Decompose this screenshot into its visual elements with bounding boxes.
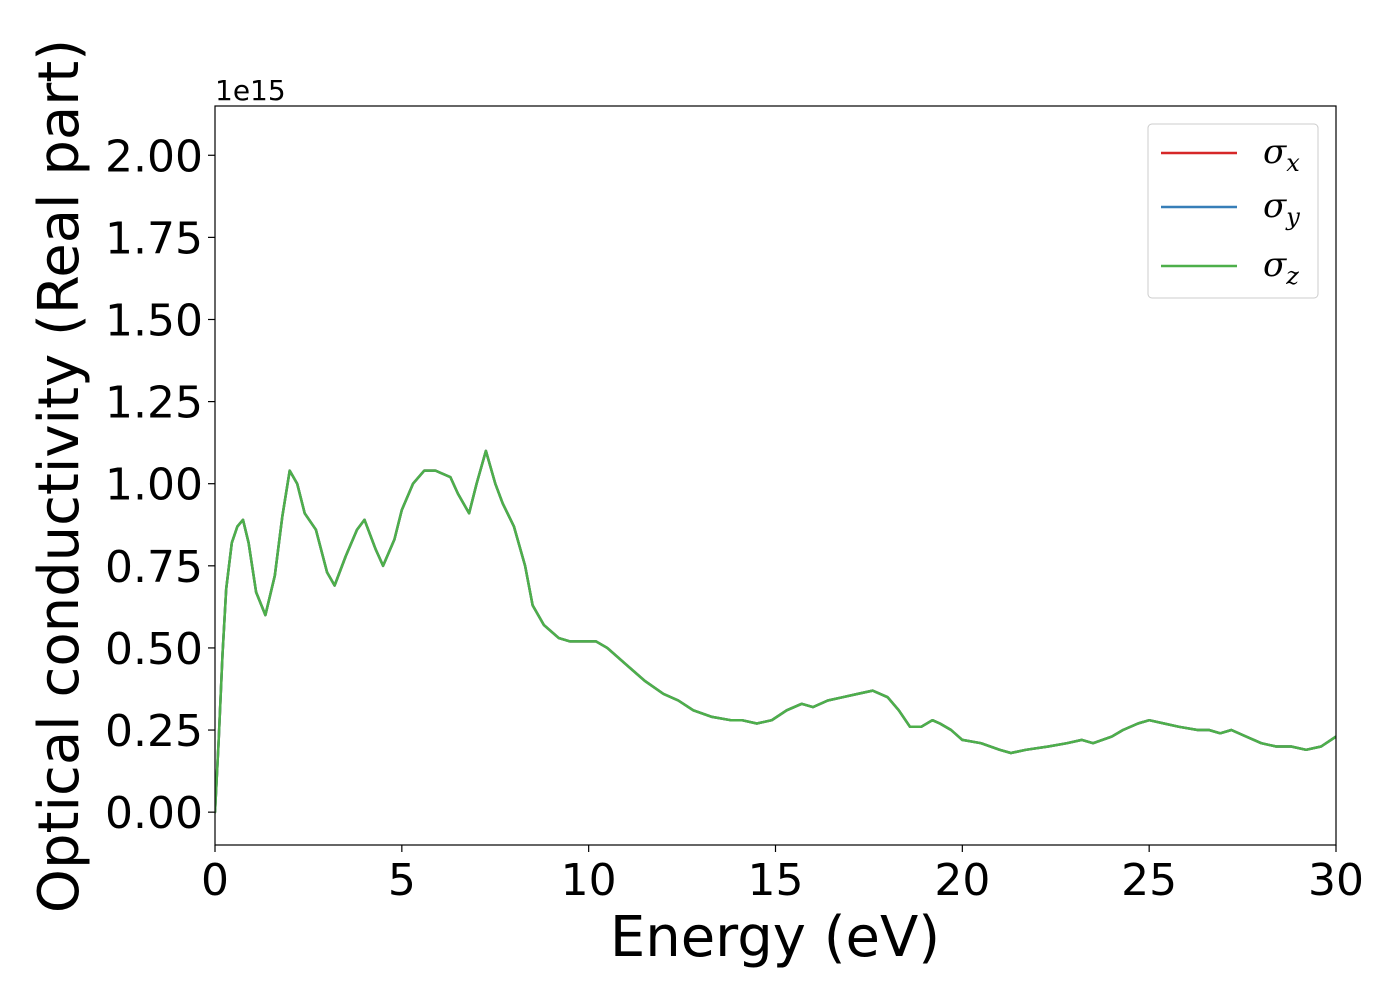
y-tick-label: 2.00: [105, 131, 203, 182]
legend: σx σy σz: [1147, 123, 1319, 299]
x-tick-label: 5: [388, 855, 416, 906]
y-tick-label: 1.75: [105, 213, 203, 264]
y-tick-label: 0.50: [105, 624, 203, 675]
x-tick-label: 25: [1121, 855, 1177, 906]
y-tick-label: 0.25: [105, 706, 203, 757]
x-axis-title: Energy (eV): [610, 905, 940, 970]
x-tick-label: 10: [561, 855, 617, 906]
series-line-y: [215, 449, 1336, 814]
legend-label-y: σy: [1263, 186, 1300, 231]
y-tick-label: 0.75: [105, 542, 203, 593]
y-offset-text: 1e15: [215, 74, 286, 107]
y-tick-label: 1.50: [105, 295, 203, 346]
x-tick-label: 0: [201, 855, 229, 906]
x-axis: 0 5 10 15 20 25 30: [201, 845, 1364, 906]
y-axis-title: Optical conductivity (Real part): [27, 39, 92, 913]
legend-box: [1147, 123, 1319, 299]
x-tick-label: 20: [934, 855, 990, 906]
y-axis: 0.00 0.25 0.50 0.75 1.00 1.25 1.50 1.75 2.00: [105, 131, 215, 839]
x-tick-label: 15: [748, 855, 804, 906]
x-tick-label: 30: [1308, 855, 1364, 906]
y-tick-label: 1.00: [105, 460, 203, 511]
series-line-x: [215, 449, 1336, 814]
legend-label-x: σx: [1263, 132, 1300, 177]
y-tick-label: 1.25: [105, 378, 203, 429]
legend-label-z: σz: [1263, 245, 1299, 290]
series-layer: [215, 449, 1336, 814]
series-line-z: [215, 449, 1336, 814]
y-tick-label: 0.00: [105, 788, 203, 839]
